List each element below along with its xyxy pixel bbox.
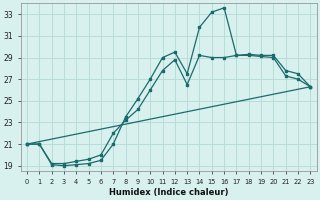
X-axis label: Humidex (Indice chaleur): Humidex (Indice chaleur) xyxy=(109,188,228,197)
